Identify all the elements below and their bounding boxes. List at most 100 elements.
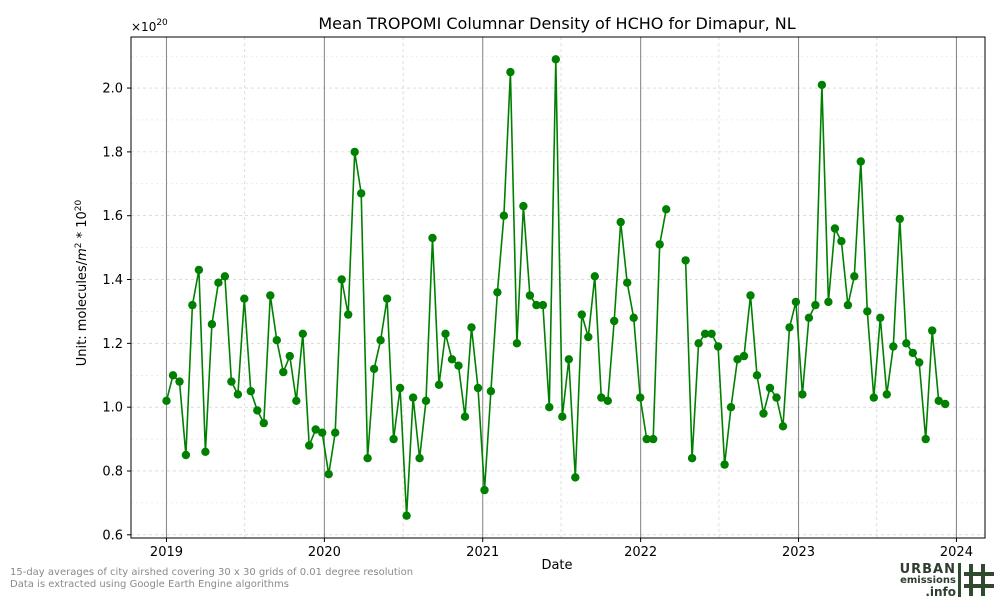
data-point [318, 428, 327, 437]
y-tick-label: 0.8 [102, 464, 123, 479]
data-point [804, 313, 814, 322]
data-point [227, 377, 236, 386]
data-point [421, 396, 431, 405]
data-point [869, 393, 878, 402]
urban-emissions-logo: URBAN emissions .info [898, 562, 998, 599]
data-point [272, 336, 281, 345]
data-point [876, 313, 885, 322]
data-point [467, 323, 476, 332]
x-tick-label: 2022 [624, 545, 657, 560]
data-point [279, 367, 288, 377]
x-tick-label: 2020 [308, 545, 341, 560]
data-point [577, 310, 586, 319]
data-point [571, 473, 580, 482]
data-point [493, 288, 502, 297]
data-point [525, 291, 535, 300]
offset-base: ×10 [131, 20, 156, 34]
data-point [214, 278, 223, 287]
data-point [240, 294, 249, 303]
data-point [629, 313, 638, 322]
data-point [285, 351, 294, 361]
data-point [395, 383, 405, 393]
data-point [623, 278, 632, 287]
data-point [752, 371, 762, 380]
data-point [778, 422, 788, 431]
data-point [201, 447, 210, 456]
data-point [856, 157, 865, 166]
data-point [934, 396, 943, 405]
plot-area-frame [130, 36, 986, 539]
y-axis-label: Unit: molecules/m2 * 1020 [74, 199, 90, 366]
data-point [772, 393, 781, 402]
data-point [188, 300, 197, 310]
data-point [928, 326, 937, 335]
logo-word-info: .info [925, 585, 956, 599]
data-point [837, 237, 846, 246]
data-point [415, 454, 424, 463]
data-point [726, 403, 736, 412]
data-point [765, 383, 775, 393]
data-point [564, 355, 573, 364]
data-point [687, 454, 697, 463]
year-divider-lines [165, 37, 957, 538]
data-point [681, 256, 690, 265]
y-tick-label: 1.6 [102, 209, 123, 224]
data-point [441, 329, 450, 338]
data-point [843, 300, 853, 310]
data-point [428, 233, 437, 243]
data-point [830, 224, 840, 233]
data-point [266, 291, 275, 300]
data-point [739, 351, 749, 361]
x-tick-label: 2019 [150, 545, 183, 560]
x-axis-ticks: 2019 2020 2021 2022 2023 2024 [150, 538, 973, 560]
data-point [558, 412, 567, 421]
data-point [713, 342, 723, 351]
data-point [357, 189, 366, 198]
data-point [538, 300, 548, 310]
data-point [499, 211, 509, 220]
data-point [175, 377, 184, 386]
data-point [597, 393, 606, 402]
footnote-line-2: Data is extracted using Google Earth Eng… [10, 579, 289, 590]
data-point [616, 217, 625, 227]
y-tick-label: 1.8 [102, 145, 123, 160]
x-tick-label: 2023 [782, 545, 815, 560]
data-point [863, 307, 872, 316]
data-point [344, 310, 353, 319]
data-point [434, 380, 444, 389]
data-point [233, 390, 243, 399]
data-point [610, 316, 619, 326]
data-point [194, 265, 204, 275]
data-point [168, 371, 178, 380]
data-point [545, 403, 554, 412]
data-point [259, 418, 268, 428]
logo-grid-icon [958, 563, 994, 597]
data-point [369, 364, 379, 374]
data-point [253, 406, 262, 415]
data-point [902, 339, 911, 348]
grid-lines [131, 37, 985, 538]
offset-exponent: 20 [156, 18, 168, 28]
data-point [382, 294, 392, 303]
data-point [811, 300, 820, 310]
data-point [915, 358, 924, 367]
data-point [850, 272, 859, 281]
data-point [551, 55, 560, 64]
data-point [207, 320, 217, 329]
data-point [817, 80, 827, 90]
data-point [324, 470, 333, 479]
y-tick-label: 1.2 [102, 337, 123, 352]
data-point [402, 511, 411, 520]
x-tick-label: 2024 [940, 545, 973, 560]
data-point [473, 383, 483, 393]
data-point [532, 300, 541, 310]
footnote-line-1: 15-day averages of city airshed covering… [10, 567, 414, 578]
data-point [895, 214, 904, 224]
data-point [460, 412, 470, 421]
series-line [684, 84, 946, 465]
data-point [746, 291, 755, 300]
chart-title: Mean TROPOMI Columnar Density of HCHO fo… [318, 14, 795, 33]
data-point [363, 454, 372, 463]
axis-offset-label: ×1020 [131, 18, 168, 34]
